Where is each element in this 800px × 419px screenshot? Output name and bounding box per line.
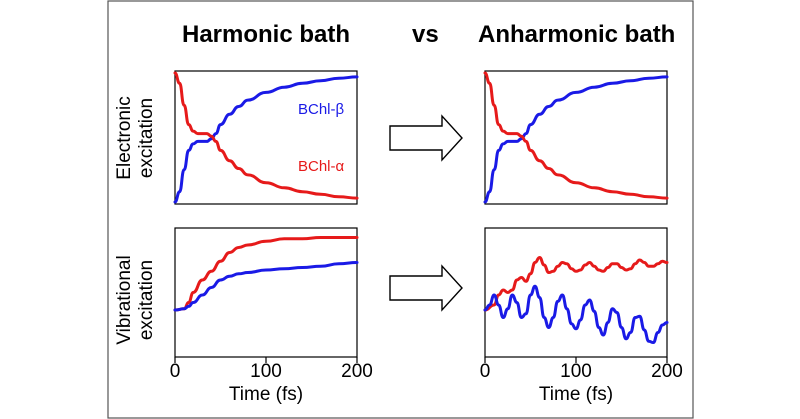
tick-label-0-right: 0 <box>480 361 491 382</box>
series-line-bchl <box>173 261 359 312</box>
panel-vibrational-harmonic <box>174 227 358 358</box>
harmonic-bath-title: Harmonic bath <box>182 21 350 48</box>
figure-border <box>107 0 694 419</box>
series-line-bchl <box>483 256 669 312</box>
vibrational-anharmonic-series <box>483 256 669 344</box>
series-line-bchl <box>483 284 669 344</box>
series-line-bchl <box>173 75 359 204</box>
vs-label: vs <box>412 21 439 48</box>
anharmonic-bath-title: Anharmonic bath <box>478 21 675 48</box>
x-axis-label-right: Time (fs) <box>539 384 613 405</box>
electronic-row-label: Electronic excitation <box>114 96 157 179</box>
electronic-harmonic-series <box>173 71 359 204</box>
panel-vibrational-anharmonic <box>484 227 668 358</box>
tick-label-200-left: 200 <box>341 361 373 382</box>
tick-label-0-left: 0 <box>170 361 181 382</box>
vibrational-label-line1: Vibrational <box>114 255 135 344</box>
series-line-bchl <box>173 235 359 312</box>
tick-label-200-right: 200 <box>651 361 683 382</box>
electronic-label-line2: excitation <box>136 98 157 178</box>
x-axis-label-left: Time (fs) <box>229 384 303 405</box>
electronic-label-line1: Electronic <box>114 96 135 179</box>
right-arrow-icon <box>389 114 463 162</box>
legend-alpha: BChl-α <box>298 158 345 175</box>
right-arrow-icon <box>389 264 463 312</box>
electronic-anharmonic-series <box>483 71 669 204</box>
legend-beta: BChl-β <box>298 101 345 118</box>
series-line-bchl <box>483 71 669 200</box>
series-line-bchl <box>173 71 359 200</box>
tick-label-100-left: 100 <box>250 361 282 382</box>
vibrational-harmonic-series <box>173 235 359 312</box>
tick-label-100-right: 100 <box>560 361 592 382</box>
vibrational-row-label: Vibrational excitation <box>114 255 157 344</box>
vibrational-label-line2: excitation <box>136 260 157 340</box>
series-line-bchl <box>483 75 669 204</box>
